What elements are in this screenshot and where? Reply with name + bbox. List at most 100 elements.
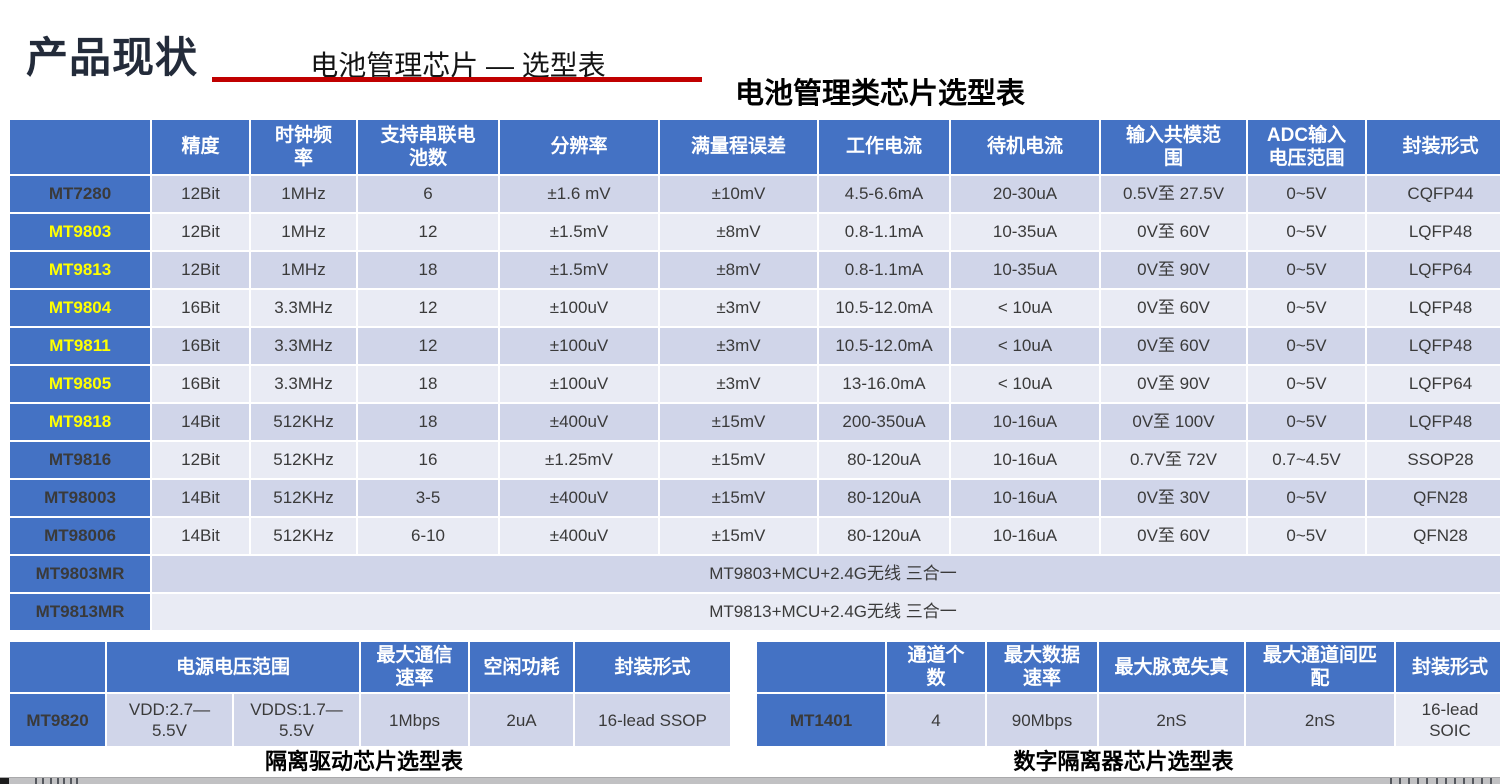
merged-description-cell: MT9813+MCU+2.4G无线 三合一: [152, 594, 1500, 630]
table-cell: 16Bit: [152, 290, 249, 326]
table-cell: LQFP48: [1367, 404, 1500, 440]
table-cell: 10-16uA: [951, 518, 1099, 554]
table-cell: ±3mV: [660, 328, 817, 364]
table-cell: SSOP28: [1367, 442, 1500, 478]
table-cell: ±15mV: [660, 518, 817, 554]
corner-cell: [757, 642, 885, 693]
table-cell: 10-35uA: [951, 252, 1099, 288]
col-header-package: 封装形式: [1367, 120, 1500, 174]
cell-comm-rate: 1Mbps: [361, 694, 469, 747]
table-row: MT98003 14Bit 512KHz 3-5 ±400uV ±15mV 80-120uA…: [10, 480, 1500, 516]
red-underline-rule: [212, 77, 702, 82]
cell-vdds-range: VDDS:1.7— 5.5V: [234, 694, 360, 747]
row-label-MT9818: MT9818: [10, 404, 150, 440]
table-cell: 1MHz: [251, 176, 356, 212]
table-cell: 80-120uA: [819, 518, 949, 554]
table-cell: 0V至 90V: [1101, 366, 1246, 402]
table-cell: ±3mV: [660, 290, 817, 326]
table-cell: 0V至 100V: [1101, 404, 1246, 440]
table-cell: ±1.25mV: [500, 442, 658, 478]
cell-idle-power: 2uA: [470, 694, 574, 747]
table-cell: 10.5-12.0mA: [819, 328, 949, 364]
table-cell: 1MHz: [251, 214, 356, 250]
table-cell: 1MHz: [251, 252, 356, 288]
row-label-MT9805: MT9805: [10, 366, 150, 402]
table-cell: ±100uV: [500, 366, 658, 402]
col-header-package: 封装形式: [575, 642, 731, 693]
table-cell: LQFP48: [1367, 214, 1500, 250]
col-header-channel-match: 最大通道间匹 配: [1246, 642, 1394, 693]
cell-vdd-range: VDD:2.7— 5.5V: [107, 694, 232, 747]
col-header-pulse-distortion: 最大脉宽失真: [1099, 642, 1244, 693]
right-table-header-row: 通道个 数 最大数据 速率 最大脉宽失真 最大通道间匹 配 封装形式: [757, 642, 1500, 693]
table-cell: 18: [358, 404, 498, 440]
table-row: MT9820 VDD:2.7— 5.5V VDDS:1.7— 5.5V 1Mbp…: [10, 694, 731, 747]
table-cell: ±8mV: [660, 252, 817, 288]
main-table-header-row: 精度 时钟频 率 支持串联电 池数 分辨率 满量程误差 工作电流 待机电流 输入…: [10, 120, 1500, 174]
table-cell: ±1.6 mV: [500, 176, 658, 212]
col-header-adc-input: ADC输入 电压范围: [1248, 120, 1365, 174]
row-label-MT7280: MT7280: [10, 176, 150, 212]
table-cell: 512KHz: [251, 518, 356, 554]
table-row: MT7280 12Bit 1MHz 6 ±1.6 mV ±10mV 4.5-6.6mA 20-…: [10, 176, 1500, 212]
corner-cell: [10, 120, 150, 174]
table-cell: 18: [358, 366, 498, 402]
corner-cell: [10, 642, 105, 693]
cell-package: 16-lead SOIC: [1396, 694, 1500, 747]
table-cell: 0~5V: [1248, 252, 1365, 288]
table-cell: 10-35uA: [951, 214, 1099, 250]
table-cell: 12Bit: [152, 214, 249, 250]
table-cell: 3.3MHz: [251, 366, 356, 402]
table-cell: 0~5V: [1248, 518, 1365, 554]
row-label-MT9804: MT9804: [10, 290, 150, 326]
cell-package: 16-lead SSOP: [575, 694, 731, 747]
table-cell: QFN28: [1367, 480, 1500, 516]
table-cell: 200-350uA: [819, 404, 949, 440]
col-header-comm-rate: 最大通信 速率: [361, 642, 469, 693]
cell-pulse-distortion: 2nS: [1099, 694, 1244, 747]
table-cell: ±1.5mV: [500, 252, 658, 288]
col-header-fullscale-error: 满量程误差: [660, 120, 817, 174]
table-cell: LQFP64: [1367, 252, 1500, 288]
table-cell: ±8mV: [660, 214, 817, 250]
table-cell: ±400uV: [500, 480, 658, 516]
col-header-clock: 时钟频 率: [251, 120, 356, 174]
row-label-MT9816: MT9816: [10, 442, 150, 478]
table-cell: 0~5V: [1248, 328, 1365, 364]
table-cell: 0V至 60V: [1101, 290, 1246, 326]
table-cell: 0~5V: [1248, 176, 1365, 212]
col-header-common-mode: 输入共模范 围: [1101, 120, 1246, 174]
table-row: MT9811 16Bit 3.3MHz 12 ±100uV ±3mV 10.5-12.0mA…: [10, 328, 1500, 364]
table-row: MT9818 14Bit 512KHz 18 ±400uV ±15mV 200-350uA 1…: [10, 404, 1500, 440]
table-cell: 10.5-12.0mA: [819, 290, 949, 326]
table-cell: 0V至 90V: [1101, 252, 1246, 288]
table-cell: LQFP64: [1367, 366, 1500, 402]
row-label-MT98006: MT98006: [10, 518, 150, 554]
table-row-merged: MT9803MR MT9803+MCU+2.4G无线 三合一: [10, 556, 1500, 592]
table-cell: 16Bit: [152, 366, 249, 402]
table-cell: 12Bit: [152, 442, 249, 478]
table-cell: 0~5V: [1248, 290, 1365, 326]
table-cell: 6: [358, 176, 498, 212]
col-header-data-rate: 最大数据 速率: [987, 642, 1097, 693]
table-cell: 80-120uA: [819, 442, 949, 478]
page-title: 产品现状: [26, 34, 199, 81]
col-header-idle-power: 空闲功耗: [470, 642, 574, 693]
table-cell: ±100uV: [500, 328, 658, 364]
table-cell: ±100uV: [500, 290, 658, 326]
table-row: MT9816 12Bit 512KHz 16 ±1.25mV ±15mV 80-120uA 1…: [10, 442, 1500, 478]
table-cell: 0V至 60V: [1101, 328, 1246, 364]
timeline-scrubber[interactable]: [0, 777, 1500, 784]
table-cell: ±15mV: [660, 404, 817, 440]
table-cell: ±15mV: [660, 480, 817, 516]
col-header-series-cells: 支持串联电 池数: [358, 120, 498, 174]
table-cell: 0V至 60V: [1101, 518, 1246, 554]
table-cell: 12: [358, 214, 498, 250]
row-label-MT9811: MT9811: [10, 328, 150, 364]
timeline-start-marker: [0, 778, 9, 784]
left-table-header-row: 电源电压范围 最大通信 速率 空闲功耗 封装形式: [10, 642, 731, 693]
table-cell: < 10uA: [951, 328, 1099, 364]
table-row: MT1401 4 90Mbps 2nS 2nS 16-lead SOIC: [757, 694, 1500, 747]
table-cell: 16Bit: [152, 328, 249, 364]
